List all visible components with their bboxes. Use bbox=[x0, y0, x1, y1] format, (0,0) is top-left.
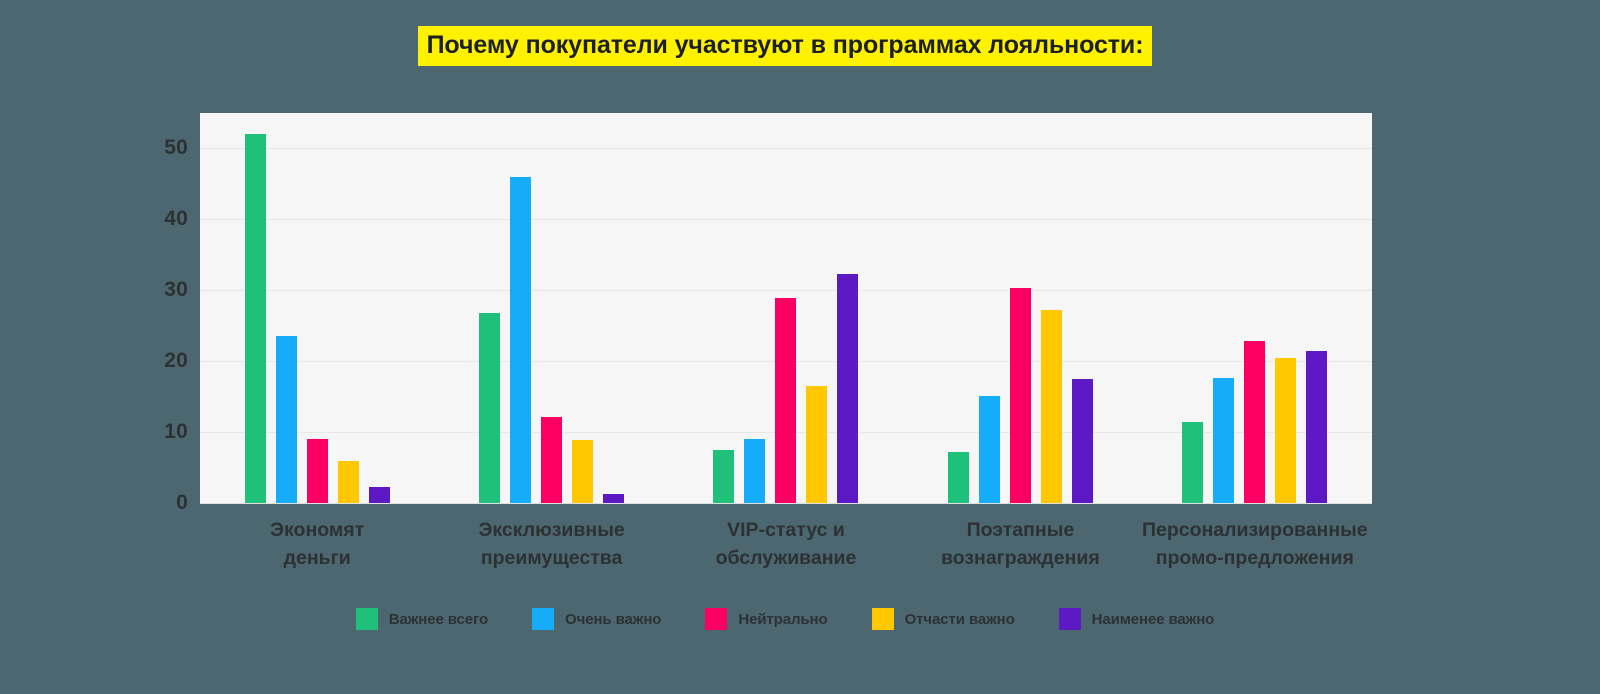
bar[interactable] bbox=[978, 395, 1000, 503]
bar[interactable] bbox=[1040, 310, 1062, 503]
chart-legend: Важнее всего Очень важно Нейтрально Отчасти… bbox=[0, 602, 1570, 636]
bar[interactable] bbox=[306, 439, 328, 503]
legend-label: Важнее всего bbox=[388, 610, 489, 628]
bar[interactable] bbox=[275, 335, 297, 503]
legend-label: Наименее важно bbox=[1091, 610, 1215, 628]
bar[interactable] bbox=[541, 417, 563, 503]
bar[interactable] bbox=[479, 312, 501, 503]
x-axis-category-line: деньги bbox=[283, 547, 351, 570]
legend-item[interactable]: Нейтрально bbox=[705, 608, 828, 630]
legend-swatch-icon bbox=[871, 608, 894, 630]
bar-group bbox=[200, 113, 434, 503]
legend-label: Отчасти важно bbox=[904, 610, 1015, 628]
x-axis-category-label: VIP-статус и обслуживание bbox=[639, 516, 933, 573]
bar[interactable] bbox=[1306, 351, 1328, 503]
x-axis-category-line: вознаграждения bbox=[940, 547, 1100, 570]
legend-swatch-icon bbox=[355, 608, 378, 630]
x-axis-category-line: обслуживание bbox=[715, 547, 857, 570]
legend-swatch-icon bbox=[532, 608, 555, 630]
legend-item[interactable]: Наименее важно bbox=[1058, 608, 1215, 630]
y-axis-tick-label: 0 bbox=[176, 491, 188, 514]
bar-group bbox=[1138, 113, 1372, 503]
x-axis-baseline bbox=[200, 503, 1372, 504]
bar[interactable] bbox=[244, 134, 266, 503]
bar[interactable] bbox=[368, 486, 390, 503]
bar[interactable] bbox=[1244, 341, 1266, 503]
x-axis-category-line: Персонализированные bbox=[1141, 519, 1368, 541]
y-axis: 0 10 20 30 40 50 bbox=[120, 113, 188, 514]
bar[interactable] bbox=[775, 298, 797, 503]
bars-layer bbox=[200, 113, 1372, 503]
chart-title: Почему покупатели участвуют в программах… bbox=[417, 25, 1153, 67]
x-axis: Экономят деньги Эксклюзивные преимущества VI… bbox=[200, 516, 1372, 582]
y-axis-tick-label: 40 bbox=[164, 207, 188, 231]
bar[interactable] bbox=[1213, 378, 1235, 503]
x-axis-category-label: Персонализированные промо-предложения bbox=[1108, 516, 1402, 573]
legend-swatch-icon bbox=[705, 608, 728, 630]
bar[interactable] bbox=[713, 449, 735, 503]
bar-group bbox=[669, 113, 903, 503]
legend-label: Нейтрально bbox=[738, 610, 828, 628]
bar[interactable] bbox=[806, 386, 828, 503]
y-axis-tick-label: 50 bbox=[164, 136, 188, 160]
y-axis-tick-label: 20 bbox=[164, 349, 188, 373]
bar[interactable] bbox=[947, 451, 969, 503]
x-axis-category-label: Эксклюзивные преимущества bbox=[404, 516, 698, 573]
legend-item[interactable]: Очень важно bbox=[532, 608, 661, 630]
bar[interactable] bbox=[1071, 378, 1093, 503]
x-axis-category-label: Поэтапные вознаграждения bbox=[873, 516, 1167, 573]
x-axis-category-line: преимущества bbox=[480, 547, 623, 570]
x-axis-category-line: VIP-статус и bbox=[727, 519, 845, 541]
bar[interactable] bbox=[337, 461, 359, 503]
x-axis-category-line: Экономят bbox=[270, 519, 365, 541]
bar[interactable] bbox=[1009, 288, 1031, 503]
bar[interactable] bbox=[744, 439, 766, 503]
bar-group bbox=[903, 113, 1137, 503]
gridline bbox=[200, 290, 1372, 292]
y-axis-tick-label: 30 bbox=[164, 278, 188, 302]
x-axis-category-line: Эксклюзивные bbox=[478, 519, 625, 541]
chart-title-container: Почему покупатели участвуют в программах… bbox=[0, 0, 1570, 92]
x-axis-category-label: Экономят деньги bbox=[170, 516, 464, 573]
x-axis-category-line: промо-предложения bbox=[1155, 547, 1354, 570]
bar-group bbox=[434, 113, 668, 503]
bar[interactable] bbox=[572, 439, 594, 503]
legend-swatch-icon bbox=[1058, 608, 1081, 630]
bar[interactable] bbox=[510, 176, 532, 503]
gridline bbox=[200, 148, 1372, 150]
legend-item[interactable]: Отчасти важно bbox=[871, 608, 1015, 630]
legend-item[interactable]: Важнее всего bbox=[355, 608, 489, 630]
bar[interactable] bbox=[1182, 422, 1204, 503]
bar[interactable] bbox=[603, 493, 625, 503]
bar[interactable] bbox=[837, 273, 859, 503]
bar[interactable] bbox=[1275, 357, 1297, 503]
gridline bbox=[200, 219, 1372, 221]
x-axis-category-line: Поэтапные bbox=[966, 519, 1075, 541]
y-axis-tick-label: 10 bbox=[164, 420, 188, 444]
legend-label: Очень важно bbox=[565, 610, 662, 628]
